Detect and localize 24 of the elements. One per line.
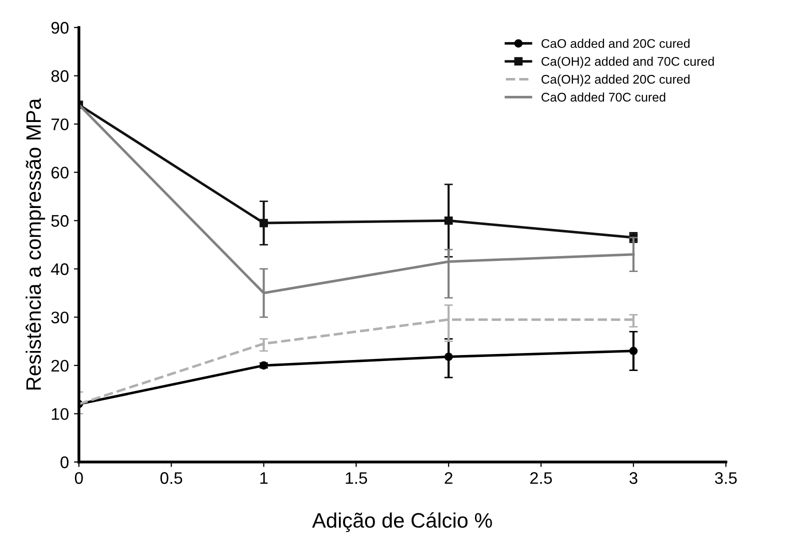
x-tick-label: 2.5 (530, 472, 552, 484)
y-tick-label: 30 (51, 312, 69, 324)
legend-label: CaO added 70C cured (542, 92, 666, 102)
legend-label: CaO added and 20C cured (542, 38, 690, 48)
y-tick-label: 60 (51, 166, 69, 179)
legend-label: Ca(OH)2 added 20C cured (542, 74, 690, 86)
x-tick-label: 3.5 (714, 472, 737, 484)
x-tick-label: 1 (260, 472, 268, 484)
y-tick-label: 20 (51, 360, 69, 372)
y-tick-label: 70 (51, 118, 69, 130)
y-tick-label: 40 (51, 263, 69, 276)
x-tick-label: 0.5 (160, 472, 182, 484)
y-tick-label: 50 (51, 215, 69, 227)
y-tick-label: 0 (60, 456, 69, 468)
legend-label: Ca(OH)2 added and 70C cured (542, 56, 714, 68)
y-tick-label: 90 (51, 22, 69, 34)
x-tick-label: 2 (444, 472, 452, 484)
y-tick-label: 80 (51, 70, 69, 82)
y-tick-label: 10 (52, 408, 69, 420)
x-axis-title: Adição de Cálcio % (312, 512, 492, 532)
x-tick-label: 0 (74, 472, 83, 484)
x-tick-label: 1.5 (346, 472, 368, 484)
y-axis-title: Resistência a compressão MPa (26, 98, 46, 390)
x-tick-label: 3 (629, 472, 638, 484)
